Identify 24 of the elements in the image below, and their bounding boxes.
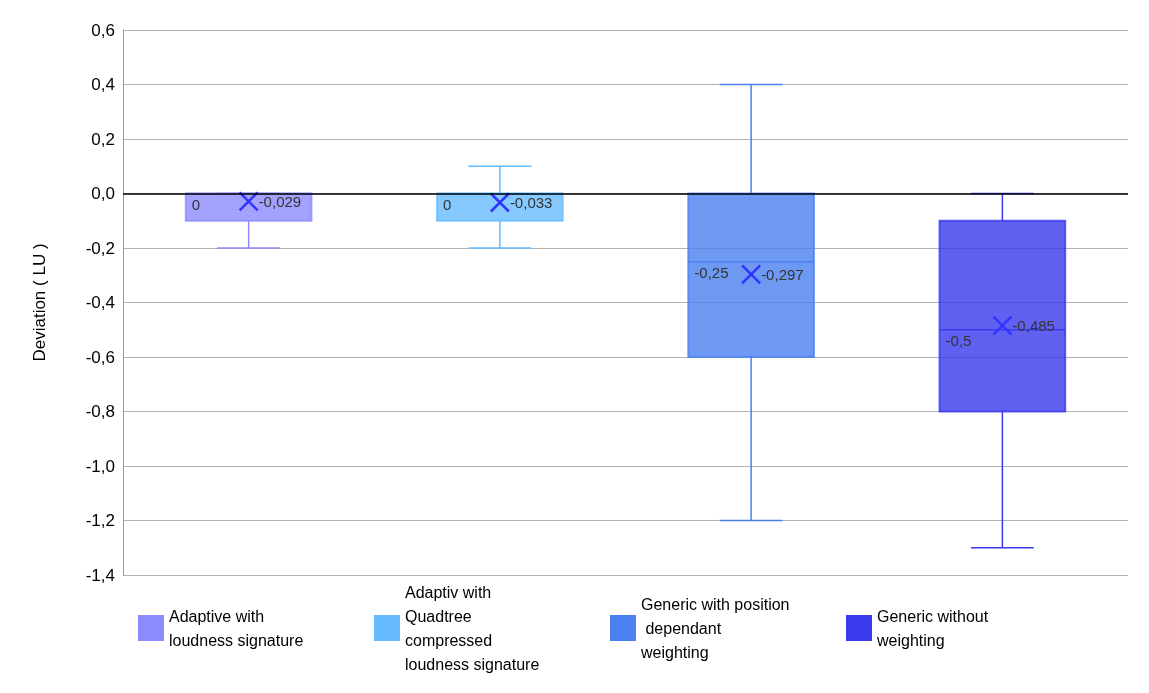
y-tick-label: -1,4	[85, 565, 115, 585]
y-axis-title: Deviation ( LU )	[30, 243, 49, 362]
text: -0,297	[761, 265, 804, 283]
y-tick-label: 0,0	[91, 184, 115, 203]
legend-label: Generic without weighting	[876, 607, 993, 649]
text: 0	[443, 195, 452, 213]
y-tick-label: 0,4	[91, 75, 115, 94]
y-tick-label: 0,6	[91, 20, 115, 40]
y-tick-label: -0,8	[85, 402, 115, 421]
legend-label: Adaptiv with Quadtree compressed loudness signature	[405, 583, 540, 673]
text: -0,033	[509, 193, 553, 211]
y-tick-label: -0,4	[85, 293, 115, 312]
legend-label: Adaptive with loudness signature	[169, 607, 304, 649]
text: -0,5	[945, 331, 972, 349]
y-tick-label: -0,6	[85, 347, 115, 367]
text: 0	[191, 195, 201, 213]
y-tick-label: -1,2	[85, 511, 115, 530]
text: -0,029	[258, 192, 302, 210]
text: -0,485	[1012, 317, 1055, 335]
y-tick-label: -1,0	[85, 456, 115, 476]
legend-label: Generic with position dependant weighting	[640, 595, 790, 661]
y-tick-label: -0,2	[85, 238, 115, 258]
y-tick-label: 0,2	[91, 129, 115, 149]
text: -0,25	[694, 263, 729, 281]
